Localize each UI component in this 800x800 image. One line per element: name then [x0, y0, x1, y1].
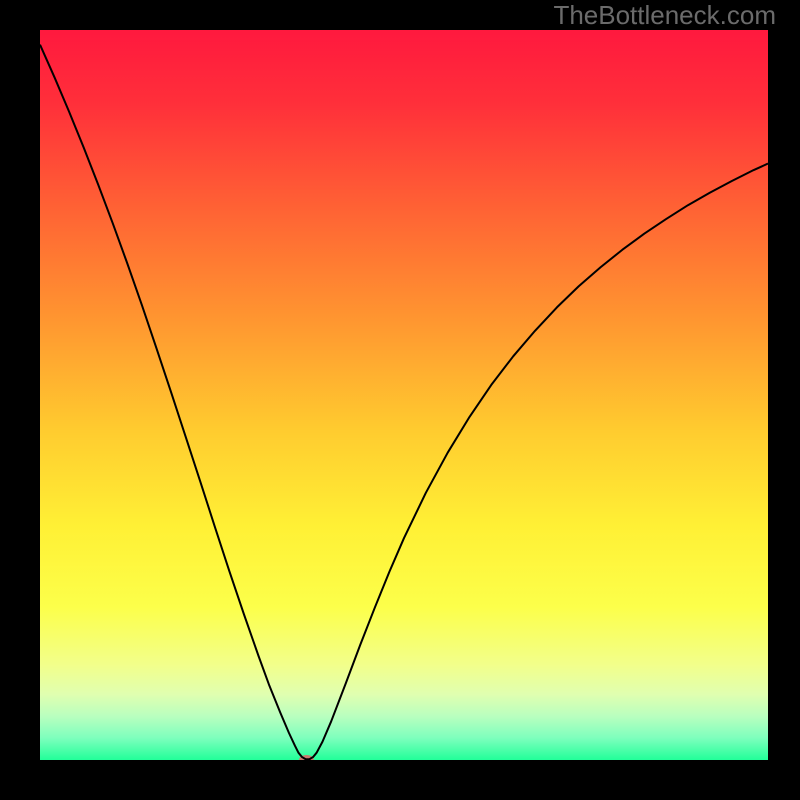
chart-frame: TheBottleneck.com	[0, 0, 800, 800]
bottleneck-chart	[40, 30, 768, 760]
watermark-label: TheBottleneck.com	[553, 0, 776, 31]
plot-background	[40, 30, 768, 760]
